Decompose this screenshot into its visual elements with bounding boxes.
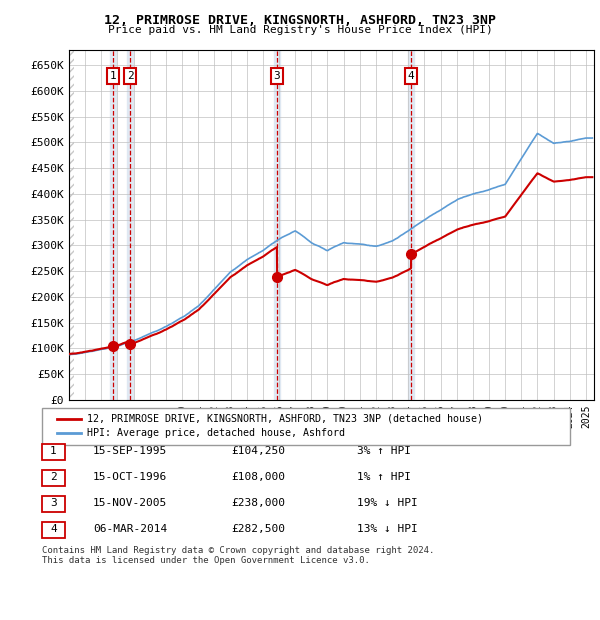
Text: 3: 3: [274, 71, 280, 81]
Text: 12, PRIMROSE DRIVE, KINGSNORTH, ASHFORD, TN23 3NP: 12, PRIMROSE DRIVE, KINGSNORTH, ASHFORD,…: [104, 14, 496, 27]
Text: 15-NOV-2005: 15-NOV-2005: [93, 498, 167, 508]
Text: 3: 3: [50, 498, 57, 508]
Text: £282,500: £282,500: [231, 525, 285, 534]
Bar: [408, 50, 414, 400]
Text: HPI: Average price, detached house, Ashford: HPI: Average price, detached house, Ashf…: [87, 428, 345, 438]
Text: 4: 4: [50, 525, 57, 534]
Text: 06-MAR-2014: 06-MAR-2014: [93, 525, 167, 534]
Text: 1: 1: [50, 446, 57, 456]
Text: 2: 2: [127, 71, 134, 81]
Text: Price paid vs. HM Land Registry's House Price Index (HPI): Price paid vs. HM Land Registry's House …: [107, 25, 493, 35]
Text: 19% ↓ HPI: 19% ↓ HPI: [357, 498, 418, 508]
Text: Contains HM Land Registry data © Crown copyright and database right 2024.
This d: Contains HM Land Registry data © Crown c…: [42, 546, 434, 565]
Text: 3% ↑ HPI: 3% ↑ HPI: [357, 446, 411, 456]
Text: 1% ↑ HPI: 1% ↑ HPI: [357, 472, 411, 482]
Text: 1: 1: [109, 71, 116, 81]
Bar: [69, 50, 74, 400]
Text: 13% ↓ HPI: 13% ↓ HPI: [357, 525, 418, 534]
Text: £108,000: £108,000: [231, 472, 285, 482]
Text: 4: 4: [408, 71, 415, 81]
Text: 15-SEP-1995: 15-SEP-1995: [93, 446, 167, 456]
Text: 2: 2: [50, 472, 57, 482]
Text: 15-OCT-1996: 15-OCT-1996: [93, 472, 167, 482]
Bar: [127, 50, 133, 400]
Bar: [110, 50, 116, 400]
Text: 12, PRIMROSE DRIVE, KINGSNORTH, ASHFORD, TN23 3NP (detached house): 12, PRIMROSE DRIVE, KINGSNORTH, ASHFORD,…: [87, 414, 483, 423]
Text: £238,000: £238,000: [231, 498, 285, 508]
Bar: [274, 50, 280, 400]
Text: £104,250: £104,250: [231, 446, 285, 456]
